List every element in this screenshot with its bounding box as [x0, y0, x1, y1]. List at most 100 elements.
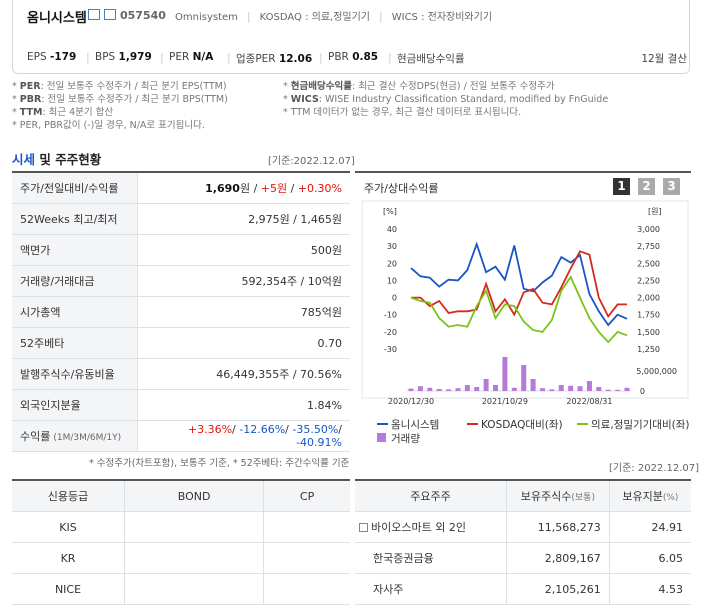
- quote-row: 거래량/거래대금 592,354주 / 10억원: [12, 265, 350, 297]
- metric-separator: |: [227, 51, 231, 64]
- chart-button[interactable]: 1: [613, 178, 630, 195]
- holder-name: 한국증권금융: [355, 542, 507, 574]
- quote-row: 시가총액 785억원: [12, 296, 350, 328]
- quote-value: 1,690원 / +5원 / +0.30%: [137, 172, 350, 204]
- credit-agency: NICE: [12, 573, 125, 605]
- x-tick-label: 2022/08/31: [566, 397, 612, 406]
- note-text: * PER, PBR값이 (-)일 경우, N/A로 표기됩니다.: [12, 120, 205, 131]
- note-line: * PER, PBR값이 (-)일 경우, N/A로 표기됩니다.: [12, 119, 228, 132]
- volume-bar: [446, 389, 452, 391]
- volume-bar: [408, 388, 414, 391]
- holder-header-text: 보유주식수: [520, 490, 572, 503]
- legend-label: KOSDAQ대비(좌): [481, 419, 563, 431]
- holder-row: 한국증권금융 2,809,167 6.05: [355, 542, 691, 574]
- y2-unit: [원]: [648, 207, 662, 216]
- section-title: 시세 및 주주현황: [12, 149, 101, 168]
- volume-bar: [455, 388, 461, 391]
- metric: 현금배당수익률: [397, 51, 465, 66]
- tag: WICS : 전자장비와기기: [391, 12, 493, 23]
- expand-button[interactable]: [359, 523, 368, 532]
- holder-pct: 4.53: [609, 573, 691, 605]
- quote-label-text: 시가총액: [20, 306, 61, 319]
- chart-top-rule: [355, 171, 691, 173]
- credit-header: CP: [263, 480, 350, 512]
- quote-value: 785억원: [137, 296, 350, 328]
- quote-value: 0.70: [137, 327, 350, 359]
- x-tick-label: 2020/12/30: [388, 397, 434, 406]
- y-tick-label: 40: [387, 225, 397, 234]
- series-line: [411, 250, 627, 319]
- quote-value: 1.84%: [137, 389, 350, 421]
- metric-value: N/A: [192, 51, 214, 63]
- volume-bar: [596, 387, 602, 391]
- quote-label: 수익률 (1M/3M/6M/1Y): [12, 420, 138, 452]
- holder-name-text: 한국증권금융: [373, 552, 434, 565]
- quote-label: 외국인지분율: [12, 389, 138, 421]
- company-name: 옴니시스템: [27, 11, 87, 26]
- holder-header-sub: (보통): [571, 493, 595, 503]
- holder-shares: 2,105,261: [506, 573, 610, 605]
- volume-bar: [417, 386, 423, 391]
- credit-bond: [124, 573, 265, 605]
- y-tick-label: 20: [387, 259, 397, 268]
- note-line: * WICS: WISE Industry Classification Sta…: [283, 94, 609, 105]
- metric-value: 12.06: [278, 53, 313, 65]
- settlement: 12월 결산: [641, 53, 687, 65]
- ir-icon[interactable]: [104, 9, 116, 20]
- quote-label-text: 주가/전일대비/수익률: [20, 182, 119, 195]
- note-key: PER: [19, 81, 41, 92]
- metric-separator: |: [86, 51, 90, 64]
- y-tick-label: -10: [384, 311, 397, 320]
- header-box: [12, 0, 690, 74]
- y2-tick-label: 2,250: [637, 276, 660, 285]
- note-key: PBR: [19, 94, 42, 105]
- holder-shares: 11,568,273: [506, 511, 610, 543]
- metric-value: 0.85: [352, 51, 379, 63]
- volume-bar: [530, 379, 536, 391]
- quote-value: 2,975원 / 1,465원: [137, 203, 350, 235]
- credit-header: BOND: [124, 480, 265, 512]
- quote-label-sub: (1M/3M/6M/1Y): [53, 433, 122, 443]
- quote-row: 수익률 (1M/3M/6M/1Y) +3.36%/ -12.66%/ -35.50%…: [12, 420, 350, 452]
- y-tick-label: 0: [392, 294, 397, 303]
- note-line: * PER: 전일 보통주 수정주가 / 최근 분기 EPS(TTM): [12, 81, 227, 92]
- chart-frame: [361, 200, 689, 399]
- credit-bond: [124, 542, 265, 574]
- notes-left: * PER: 전일 보통주 수정주가 / 최근 분기 EPS(TTM) * PBR…: [12, 80, 228, 132]
- note-line: * PBR: 전일 보통주 수정주가 / 최근 분기 BPS(TTM): [12, 94, 228, 105]
- quote-row: 52주베타 0.70: [12, 327, 350, 359]
- quote-label: 거래량/거래대금: [12, 265, 138, 297]
- volume-bar: [558, 385, 564, 391]
- volume-bar: [436, 389, 442, 391]
- volume-bar: [511, 387, 517, 391]
- credit-agency: KR: [12, 542, 125, 574]
- legend-label: 거래량: [391, 433, 420, 445]
- credit-cp: [263, 573, 350, 605]
- quote-value-part: -35.50%: [292, 423, 339, 436]
- chart-button[interactable]: 3: [663, 178, 680, 195]
- volume-bar: [549, 389, 555, 391]
- quote-value-part: -12.66%: [239, 423, 286, 436]
- home-icon[interactable]: [88, 9, 100, 20]
- volume-bar: [577, 386, 583, 391]
- note-text: : WISE Industry Classification Standard,…: [318, 94, 609, 105]
- holder-table: 주요주주 보유주식수(보통) 보유지분(%) 바이오스마트 외 2인 11,568,27…: [355, 479, 691, 605]
- quote-value-part: 500원: [310, 244, 342, 257]
- holder-header: 보유지분(%): [609, 480, 691, 512]
- note-line: * TTM 데이터가 없는 경우, 최근 결산 데이터로 표시됩니다.: [283, 106, 608, 119]
- quote-label: 발행주식수/유동비율: [12, 358, 138, 390]
- quote-value: 46,449,355주 / 70.56%: [137, 358, 350, 390]
- credit-row: KR: [12, 542, 350, 574]
- holder-pct: 6.05: [609, 542, 691, 574]
- y3-tick-label: 0: [640, 387, 645, 396]
- y-tick-label: -20: [384, 328, 397, 337]
- legend-swatch: [377, 433, 386, 442]
- chart-button[interactable]: 2: [638, 178, 655, 195]
- quote-value-part: /: [287, 182, 298, 195]
- metric: BPS 1,979: [95, 51, 152, 63]
- quote-label-text: 수익률: [20, 430, 51, 443]
- y2-tick-label: 1,250: [637, 345, 660, 354]
- quote-value-part: 0.70: [317, 336, 343, 350]
- quote-value-part: 1.84%: [307, 398, 342, 412]
- quote-value: 592,354주 / 10억원: [137, 265, 350, 297]
